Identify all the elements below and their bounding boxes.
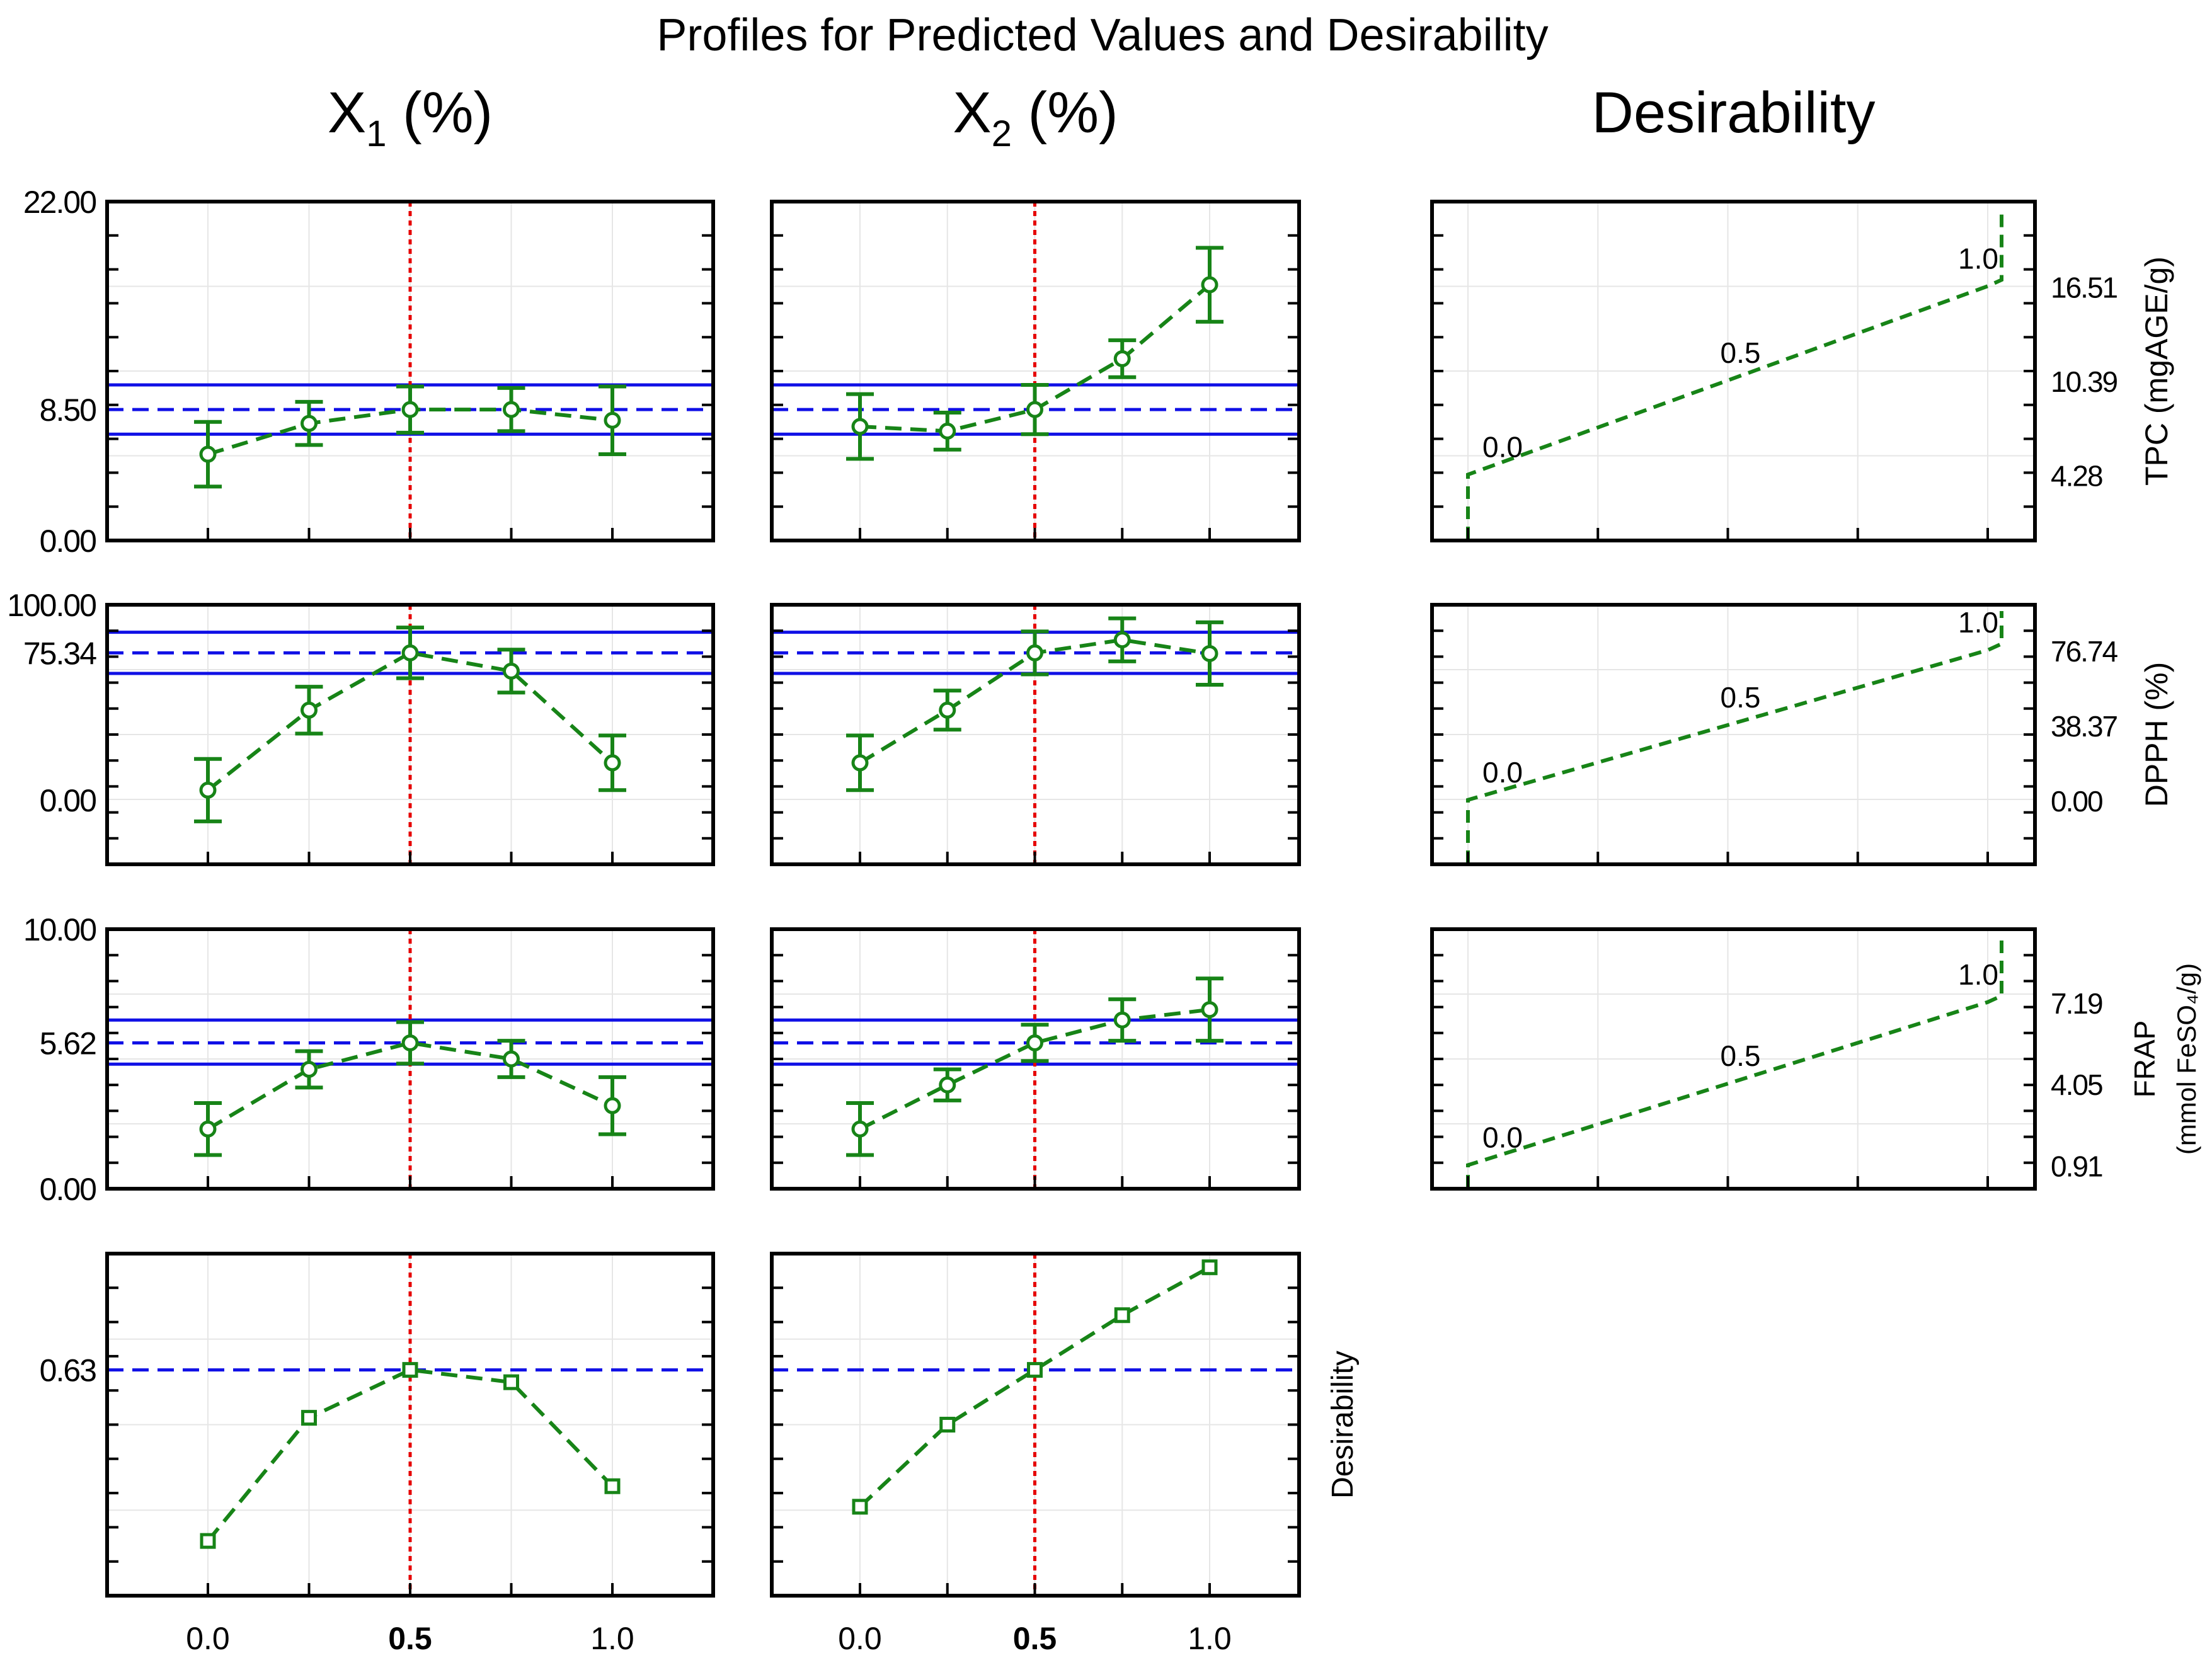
desirability-marker-label-dpph-1: 0.5: [1721, 681, 1761, 714]
data-point-overall-x1-3: [503, 1374, 519, 1390]
data-point-overall-x1-1: [301, 1410, 317, 1426]
data-point-tpc-x1-1: [301, 415, 318, 432]
row-label-tpc: TPC (mgAGE/g): [2139, 256, 2174, 486]
right-tick-label-dpph-2: 76.74: [2051, 635, 2118, 668]
x-tick-label-x2-0: 0.0: [838, 1621, 882, 1653]
desirability-curve-dpph: [1466, 611, 2003, 863]
data-point-tpc-x1-4: [604, 411, 621, 429]
row-label-frap-line1: FRAP: [2128, 1021, 2161, 1098]
y-tick-label-dpph-0: 0.00: [40, 783, 96, 818]
y-tick-label-frap-0: 0.00: [40, 1172, 96, 1207]
chart-title: Profiles for Predicted Values and Desira…: [656, 10, 1548, 60]
x-tick-label-x1-2: 1.0: [590, 1621, 634, 1653]
labels-layer: X1 (%) X2 (%) Desirability 0.00 8.50 22.00 0.0…: [7, 81, 2201, 1653]
desirability-marker-label-frap-0: 0.0: [1482, 1121, 1523, 1154]
y-tick-label-frap-1: 5.62: [40, 1026, 96, 1061]
data-point-dpph-x2-3: [1113, 631, 1131, 649]
data-point-dpph-x1-1: [301, 701, 318, 719]
data-point-overall-x2-1: [939, 1417, 956, 1433]
y-tick-label-overall-0: 0.63: [40, 1353, 96, 1388]
column-header-desirability: Desirability: [1592, 81, 1876, 145]
data-point-overall-x2-3: [1114, 1307, 1130, 1324]
desirability-marker-label-tpc-0: 0.0: [1482, 430, 1523, 463]
desirability-marker-label-tpc-2: 1.0: [1958, 242, 1998, 275]
right-tick-label-tpc-2: 16.51: [2051, 271, 2117, 304]
data-point-frap-x2-1: [939, 1076, 956, 1094]
right-tick-label-frap-2: 7.19: [2051, 987, 2102, 1020]
y-tick-label-tpc-0: 0.00: [40, 523, 96, 559]
column-header-x1: X1 (%): [328, 81, 493, 154]
data-point-dpph-x1-2: [401, 644, 419, 661]
desirability-marker-label-tpc-1: 0.5: [1721, 336, 1761, 369]
frame-layer: [105, 200, 2037, 1598]
data-point-tpc-x2-1: [939, 422, 956, 440]
data-point-frap-x2-4: [1201, 1001, 1218, 1019]
profile-line-overall-x2: [858, 1266, 1211, 1509]
desirability-marker-label-frap-1: 0.5: [1721, 1039, 1761, 1072]
data-point-tpc-x1-2: [401, 401, 419, 418]
data-point-frap-x1-2: [401, 1034, 419, 1051]
y-tick-label-frap-2: 10.00: [23, 912, 96, 947]
right-tick-label-frap-0: 0.91: [2051, 1150, 2102, 1183]
right-tick-label-tpc-1: 10.39: [2051, 365, 2117, 398]
right-tick-label-frap-1: 4.05: [2051, 1068, 2102, 1101]
data-point-tpc-x2-4: [1201, 276, 1218, 294]
right-tick-label-dpph-0: 0.00: [2051, 785, 2102, 818]
data-point-overall-x1-4: [604, 1478, 621, 1494]
profile-line-frap-x1: [207, 1041, 614, 1131]
data-point-tpc-x2-2: [1026, 401, 1043, 418]
data-point-overall-x2-0: [852, 1499, 868, 1515]
desirability-curve-frap: [1466, 935, 2003, 1187]
desirability-curve-tpc: [1466, 208, 2003, 539]
row-label-frap-line2: (mmol FeSO₄/g): [2172, 963, 2201, 1155]
data-point-dpph-x1-0: [199, 781, 217, 799]
data-point-dpph-x2-4: [1201, 644, 1218, 662]
y-tick-label-dpph-2: 100.00: [7, 588, 96, 623]
data-point-frap-x2-0: [851, 1120, 869, 1138]
data-point-dpph-x2-1: [939, 701, 956, 719]
data-point-frap-x1-3: [503, 1050, 520, 1068]
data-point-dpph-x2-0: [851, 754, 869, 772]
profile-line-frap-x2: [859, 1007, 1210, 1131]
x-tick-label-x2-1: 0.5: [1013, 1621, 1057, 1653]
data-point-frap-x1-0: [199, 1120, 217, 1138]
data-point-tpc-x2-3: [1113, 350, 1131, 367]
column-header-x2: X2 (%): [953, 81, 1118, 154]
desirability-marker-label-dpph-0: 0.0: [1482, 756, 1523, 789]
data-point-frap-x2-3: [1113, 1011, 1131, 1029]
row-label-dpph: DPPH (%): [2139, 662, 2174, 808]
desirability-marker-label-frap-2: 1.0: [1958, 958, 1998, 991]
data-point-overall-x1-2: [402, 1362, 418, 1378]
x-tick-label-x1-0: 0.0: [186, 1621, 230, 1653]
grid-layer: [107, 202, 2035, 1596]
x-tick-label-x1-1: 0.5: [388, 1621, 432, 1653]
row-label-overall: Desirability: [1326, 1351, 1360, 1499]
data-point-overall-x2-2: [1027, 1362, 1043, 1378]
data-point-tpc-x1-3: [503, 401, 520, 418]
data-point-tpc-x1-0: [199, 445, 217, 463]
y-tick-label-tpc-2: 22.00: [23, 185, 96, 220]
right-tick-label-tpc-0: 4.28: [2051, 459, 2102, 492]
series-layer: [194, 208, 2003, 1549]
data-point-frap-x2-2: [1026, 1034, 1043, 1051]
data-point-dpph-x2-2: [1026, 644, 1043, 661]
data-point-tpc-x2-0: [851, 418, 869, 435]
data-point-dpph-x1-3: [503, 662, 520, 680]
data-point-overall-x2-4: [1201, 1259, 1218, 1276]
right-tick-label-dpph-1: 38.37: [2051, 710, 2117, 743]
data-point-frap-x1-4: [604, 1097, 621, 1114]
profile-line-dpph-x1: [207, 651, 614, 792]
data-point-dpph-x1-4: [604, 754, 621, 772]
desirability-marker-label-dpph-2: 1.0: [1958, 606, 1998, 639]
data-point-frap-x1-1: [301, 1060, 318, 1078]
data-point-overall-x1-0: [200, 1533, 216, 1549]
x-tick-label-x2-2: 1.0: [1188, 1621, 1232, 1653]
y-tick-label-dpph-1: 75.34: [23, 636, 96, 671]
y-tick-label-tpc-1: 8.50: [40, 392, 96, 428]
profile-line-overall-x1: [206, 1368, 614, 1543]
